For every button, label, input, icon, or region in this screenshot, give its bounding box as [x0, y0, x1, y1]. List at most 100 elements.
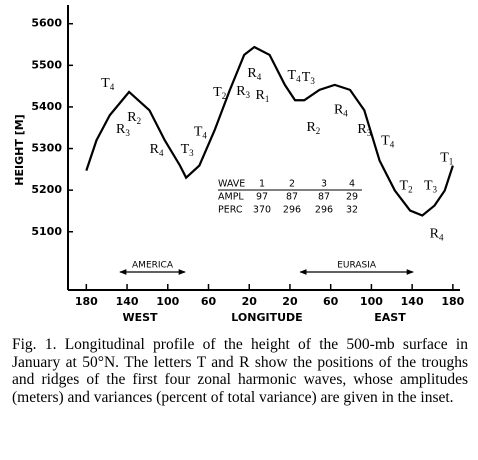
region-label: EURASIA: [337, 261, 377, 271]
annotation-letter: T: [400, 179, 409, 194]
annotation-letter: T: [440, 151, 449, 166]
inset-cell: 4: [349, 179, 355, 190]
inset-cell: 1: [259, 179, 265, 190]
annotation-subscript: 3: [310, 76, 315, 86]
annotation-letter: T: [101, 76, 110, 91]
annotation-letter: R: [127, 110, 137, 125]
wave-annotation: T2: [400, 179, 413, 195]
x-axis-label: LONGITUDE: [231, 311, 302, 324]
wave-annotation: R1: [256, 88, 270, 104]
wave-annotation: T4: [194, 125, 208, 141]
annotation-subscript: 3: [246, 90, 251, 100]
annotation-subscript: 2: [137, 116, 142, 126]
inset-cell: 2: [289, 179, 295, 190]
wave-annotation: R4: [150, 142, 164, 158]
annotation-subscript: 4: [343, 108, 348, 118]
annotation-letter: T: [194, 125, 203, 140]
wave-annotation: T2: [213, 85, 226, 101]
x-tick-label: 20: [282, 295, 298, 308]
inset-cell: 296: [283, 205, 301, 216]
wave-annotation: R2: [306, 120, 320, 136]
annotation-letter: T: [181, 142, 190, 157]
annotation-subscript: 3: [125, 128, 130, 138]
x-tick-label: 100: [360, 295, 383, 308]
x-tick-label: 140: [401, 295, 424, 308]
wave-annotation: R4: [247, 66, 261, 82]
y-tick-label: 5200: [31, 183, 62, 196]
annotation-letter: R: [247, 66, 257, 81]
x-tick-label: 140: [116, 295, 139, 308]
y-tick-label: 5500: [31, 58, 62, 71]
x-side-label: EAST: [374, 311, 406, 324]
annotation-letter: T: [213, 85, 222, 100]
annotation-letter: R: [116, 122, 126, 137]
annotation-letter: T: [302, 70, 311, 85]
annotation-subscript: 1: [449, 157, 454, 167]
annotation-letter: R: [334, 102, 344, 117]
wave-annotation: R4: [334, 102, 348, 118]
inset-cell: 296: [315, 205, 333, 216]
inset-cell: AMPL: [218, 192, 244, 203]
annotation-subscript: 4: [257, 72, 262, 82]
region-label: AMERICA: [132, 261, 174, 271]
annotation-letter: R: [430, 227, 440, 242]
annotation-subscript: 3: [189, 148, 194, 158]
annotation-letter: R: [357, 122, 367, 137]
annotation-subscript: 4: [390, 140, 395, 150]
caption: Fig. 1. Longitudinal profile of the heig…: [12, 336, 468, 406]
wave-annotation: R3: [357, 122, 371, 138]
x-tick-label: 100: [156, 295, 179, 308]
wave-annotation: T3: [181, 142, 195, 158]
annotation-subscript: 2: [222, 91, 227, 101]
x-tick-label: 20: [242, 295, 258, 308]
wave-annotation: R3: [116, 122, 130, 138]
annotation-subscript: 4: [439, 233, 444, 243]
annotation-letter: R: [236, 84, 246, 99]
wave-annotation: R4: [430, 227, 444, 243]
inset-cell: 87: [318, 192, 330, 203]
annotation-subscript: 4: [296, 74, 301, 84]
y-axis-label: HEIGHT [M]: [13, 114, 26, 185]
annotation-letter: T: [424, 179, 433, 194]
annotation-subscript: 4: [110, 82, 115, 92]
inset-cell: 97: [256, 192, 268, 203]
wave-annotation: T4: [288, 68, 302, 84]
annotation-subscript: 4: [202, 130, 207, 140]
x-tick-label: 60: [201, 295, 217, 308]
x-tick-label: 180: [75, 295, 98, 308]
data-line: [85, 45, 454, 217]
y-tick-label: 5400: [31, 100, 62, 113]
wave-annotation: T1: [440, 151, 453, 167]
wave-annotation: T4: [381, 134, 395, 150]
annotation-letter: T: [381, 134, 390, 149]
annotation-subscript: 2: [316, 126, 321, 136]
annotation-letter: R: [150, 142, 160, 157]
wave-annotation: T3: [424, 179, 438, 195]
inset-cell: 87: [286, 192, 298, 203]
y-tick-label: 5100: [31, 225, 62, 238]
annotation-subscript: 4: [159, 148, 164, 158]
wave-annotation: T4: [101, 76, 115, 92]
annotation-letter: R: [306, 120, 316, 135]
annotation-subscript: 1: [265, 94, 270, 104]
x-tick-label: 60: [323, 295, 339, 308]
annotation-letter: T: [288, 68, 297, 83]
x-tick-label: 180: [441, 295, 464, 308]
y-tick-label: 5600: [31, 17, 62, 30]
y-tick-label: 5300: [31, 142, 62, 155]
annotation-subscript: 3: [367, 128, 372, 138]
wave-annotation: T3: [302, 70, 316, 86]
chart: HEIGHT [M] LONGITUDE WEST EAST 5100 5200 5…: [13, 5, 465, 324]
annotation-letter: R: [256, 88, 266, 103]
inset-cell: 3: [321, 179, 327, 190]
inset-cell: WAVE: [218, 179, 245, 190]
inset-cell: 370: [253, 205, 271, 216]
wave-annotation: R3: [236, 84, 250, 100]
inset-cell: 32: [346, 205, 358, 216]
x-side-label: WEST: [122, 311, 158, 324]
annotation-subscript: 3: [433, 184, 438, 194]
inset-cell: PERC: [218, 205, 243, 216]
inset-cell: 29: [346, 192, 358, 203]
wave-annotation: R2: [127, 110, 141, 126]
